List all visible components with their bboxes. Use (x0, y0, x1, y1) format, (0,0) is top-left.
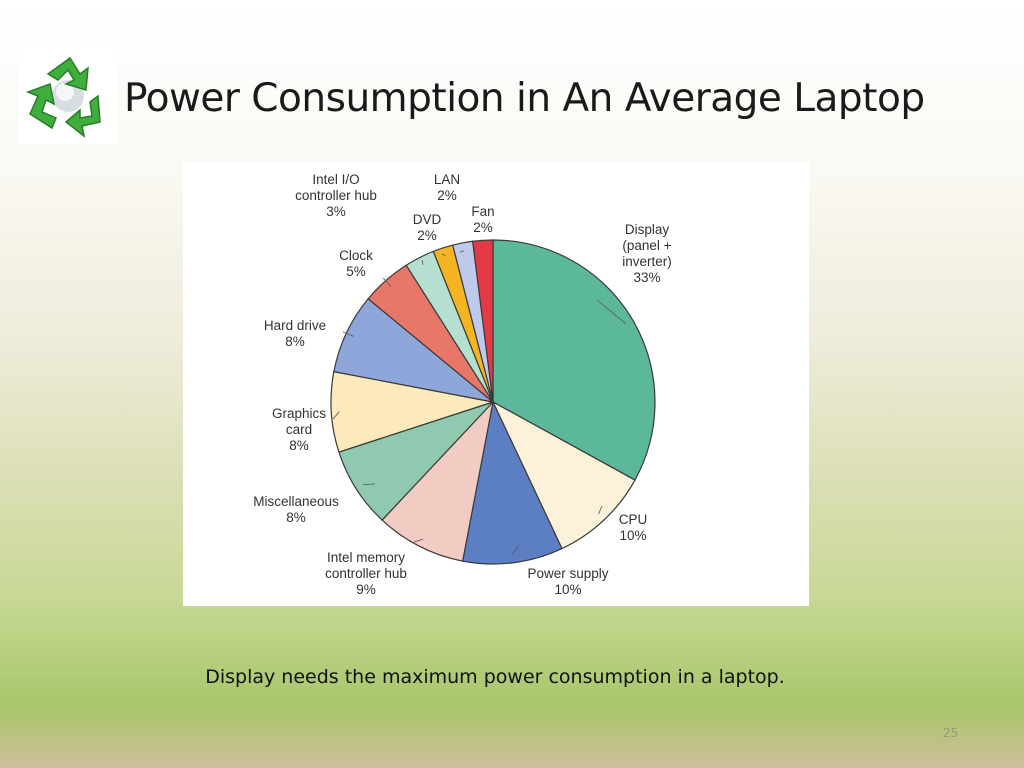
leader-line (421, 259, 424, 265)
slice-label: Intel I/O controller hub 3% (295, 172, 377, 219)
slice-label: Hard drive 8% (264, 318, 326, 349)
pie-slice-fan (472, 239, 494, 403)
recycle-icon (25, 56, 101, 138)
slice-label: Graphics card 8% (272, 406, 326, 453)
leader-line (342, 331, 354, 337)
slice-label: Intel memory controller hub 9% (325, 550, 407, 597)
leader-line (332, 411, 340, 420)
slice-label: LAN 2% (434, 172, 460, 203)
pie-slice-power-supply (461, 400, 563, 565)
leader-line (413, 538, 424, 543)
page-number: 25 (943, 726, 959, 740)
slide-title: Power Consumption in An Average Laptop (124, 76, 925, 121)
leader-line (362, 483, 376, 485)
pie-chart: Display (panel + inverter) 33% CPU 10% Power s… (253, 172, 672, 597)
leader-line (382, 277, 392, 287)
leader-line (598, 505, 603, 515)
slice-label: CPU 10% (619, 512, 648, 543)
pie-slice-intel-memory-controller-hub (381, 400, 494, 562)
leader-line (459, 250, 465, 253)
leader-line (441, 253, 446, 256)
pie-chart-panel: Display (panel + inverter) 33% CPU 10% Power s… (183, 162, 809, 606)
slice-label: Display (panel + inverter) 33% (622, 222, 672, 285)
recycle-logo (18, 44, 118, 144)
leader-line (596, 299, 626, 324)
slide-caption: Display needs the maximum power consumpt… (205, 666, 785, 688)
slice-label: Clock 5% (339, 248, 373, 279)
slice-label: Power supply 10% (527, 566, 608, 597)
pie-slice-display-panel-inverter (492, 239, 656, 481)
leader-line (511, 544, 520, 556)
slice-label: DVD 2% (413, 212, 442, 243)
slice-label: Fan 2% (471, 204, 494, 235)
slice-label: Miscellaneous 8% (253, 494, 339, 525)
